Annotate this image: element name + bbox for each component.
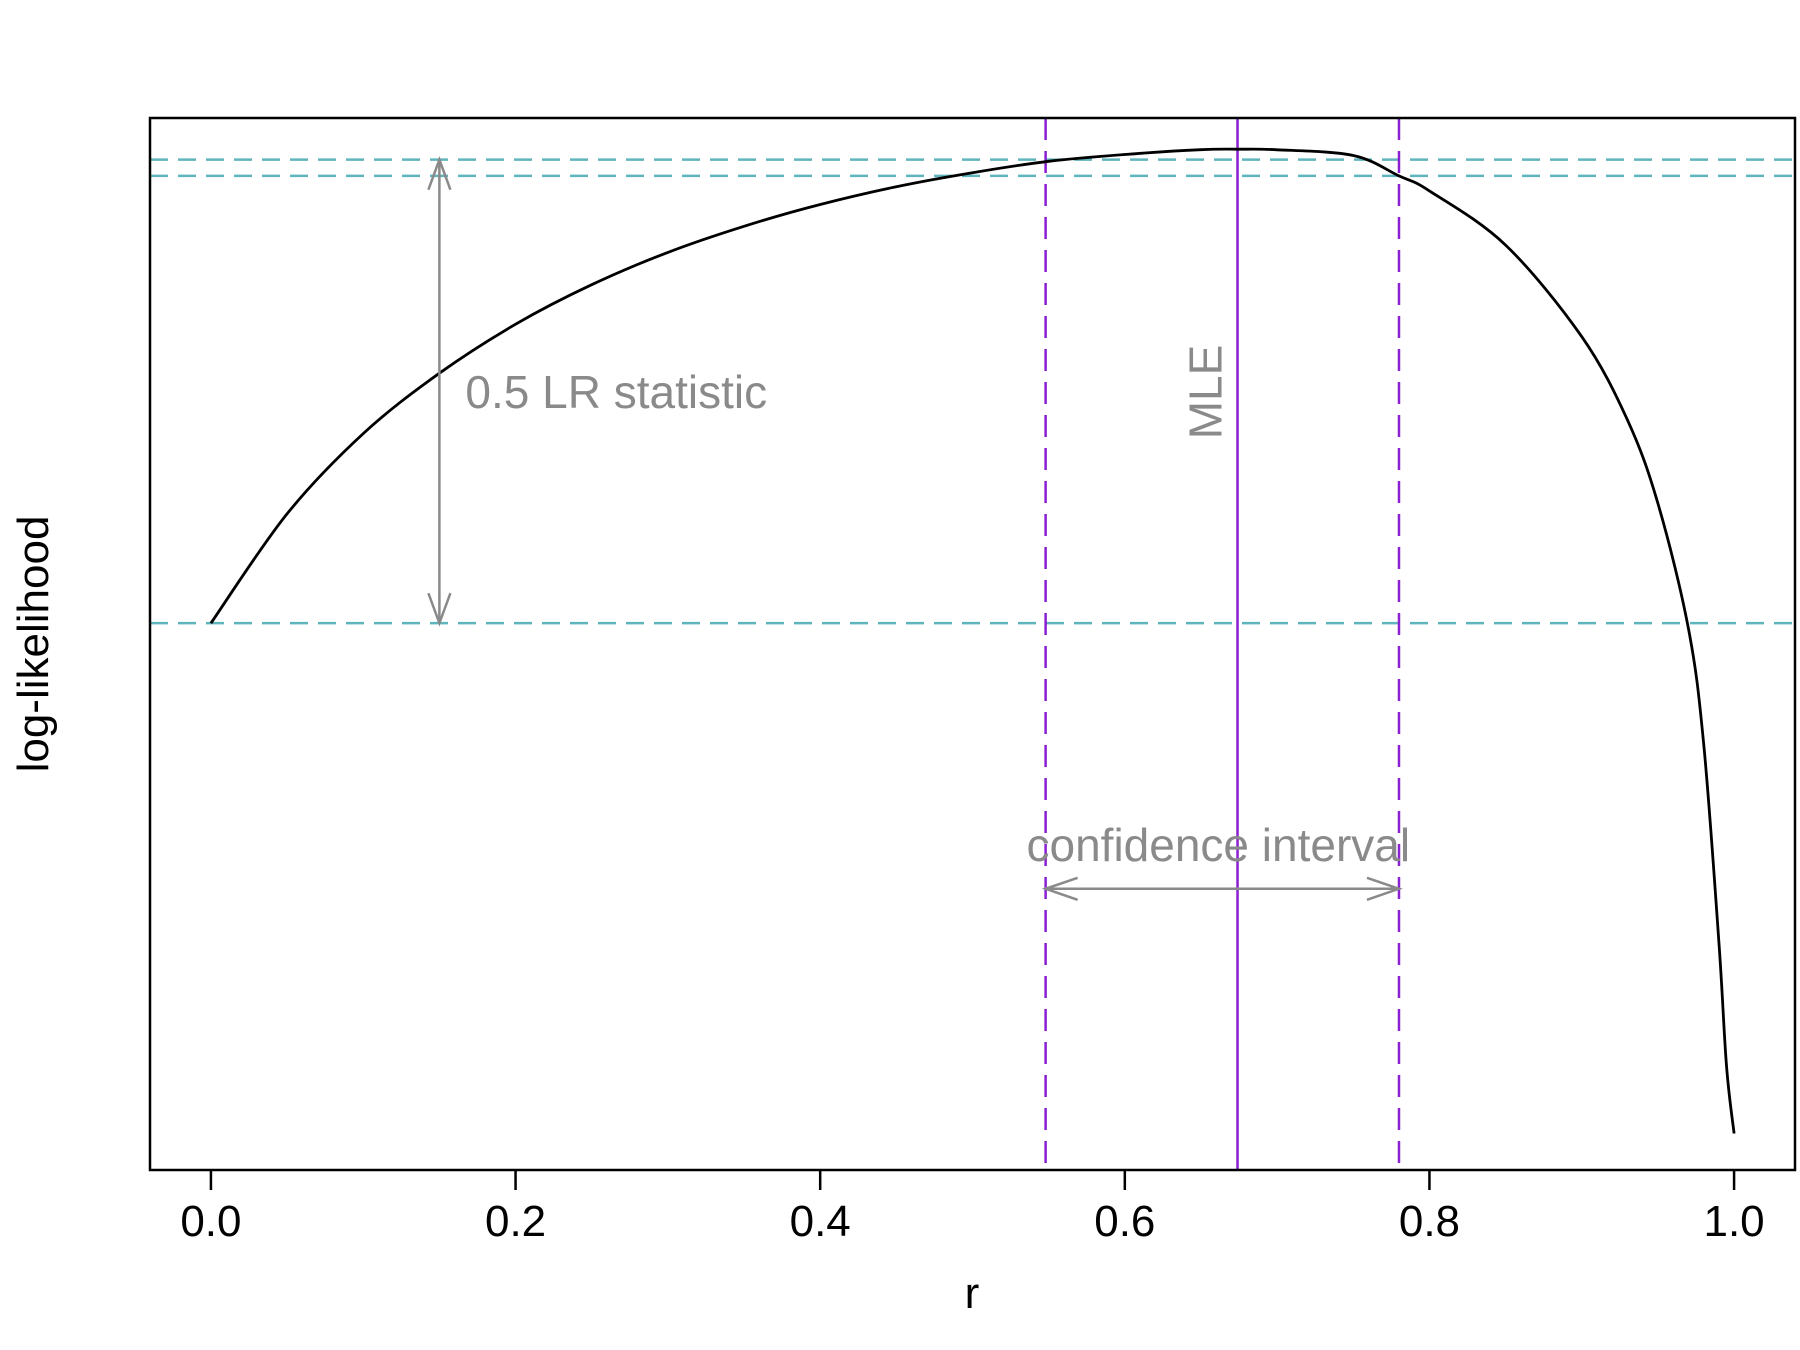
x-axis-title: r [965, 1269, 980, 1318]
x-tick-label-2: 0.4 [790, 1197, 851, 1246]
ci-arrowhead-right [1366, 876, 1403, 901]
x-tick-label-4: 0.8 [1399, 1197, 1460, 1246]
mle-label: MLE [1180, 345, 1232, 440]
plot-frame [148, 116, 1797, 1172]
x-axis: 0.0 0.2 0.4 0.6 0.8 1.0 [180, 1170, 1765, 1246]
lr-arrowhead-top [427, 156, 452, 191]
x-tick-label-1: 0.2 [485, 1197, 546, 1246]
y-axis-title: log-likelihood [9, 516, 58, 773]
plot-area [150, 118, 1795, 1170]
confidence-interval-label: confidence interval [1027, 819, 1411, 871]
x-tick-label-3: 0.6 [1094, 1197, 1155, 1246]
ci-arrowhead-left [1041, 876, 1079, 901]
lr-statistic-label: 0.5 LR statistic [465, 366, 767, 418]
log-likelihood-curve [209, 147, 1736, 1134]
x-tick-label-0: 0.0 [180, 1197, 241, 1246]
annotation-layer: 0.5 LR statistic MLE confidence interval [427, 156, 1411, 901]
x-tick-label-5: 1.0 [1703, 1197, 1764, 1246]
lr-arrowhead-bottom [427, 592, 452, 627]
